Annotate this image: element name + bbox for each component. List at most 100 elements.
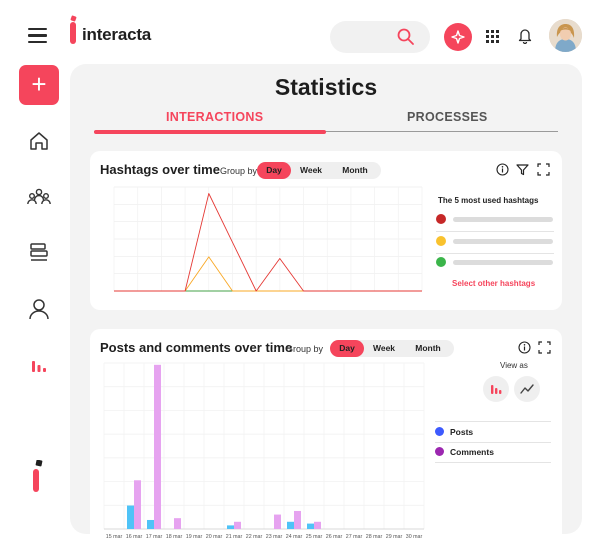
- x-tick-label: 24 mar: [286, 534, 303, 540]
- stats-icon[interactable]: [26, 352, 52, 378]
- separator: [435, 421, 551, 422]
- tab-active-indicator: [94, 129, 326, 134]
- x-tick-label: 29 mar: [386, 534, 403, 540]
- hashtags-line-chart: [113, 186, 423, 292]
- tab-interactions[interactable]: INTERACTIONS: [166, 110, 264, 124]
- view-line-button[interactable]: [514, 376, 540, 402]
- ai-sparkle-icon: [451, 30, 465, 44]
- bar: [127, 505, 134, 529]
- page-title: Statistics: [274, 74, 378, 100]
- bar: [234, 521, 241, 529]
- x-tick-label: 16 mar: [126, 534, 143, 540]
- card-title: Hashtags over time: [100, 162, 220, 177]
- x-tick-label: 26 mar: [326, 534, 343, 540]
- hashtag-legend-item[interactable]: [436, 236, 554, 246]
- bar: [174, 518, 181, 529]
- fullscreen-icon[interactable]: [537, 163, 550, 176]
- info-icon[interactable]: [518, 341, 531, 354]
- separator: [435, 462, 551, 463]
- group-week-button[interactable]: Week: [372, 343, 396, 353]
- bottom-logo-icon: [33, 460, 43, 492]
- group-by-label: Group by: [286, 344, 324, 354]
- x-tick-label: 25 mar: [306, 534, 323, 540]
- x-tick-label: 19 mar: [186, 534, 203, 540]
- add-button[interactable]: +: [19, 65, 59, 105]
- group-week-button[interactable]: Week: [299, 165, 323, 175]
- bar: [134, 480, 141, 529]
- x-tick-label: 30 mar: [406, 534, 423, 540]
- home-icon[interactable]: [26, 128, 52, 154]
- main-panel: Statistics INTERACTIONS PROCESSES Hashta…: [70, 64, 582, 544]
- legend-label: Posts: [450, 427, 474, 437]
- separator: [436, 253, 554, 254]
- separator: [435, 442, 551, 443]
- posts-comments-card: Posts and comments over time Group by Da…: [90, 329, 562, 544]
- bar-chart-icon: [491, 385, 502, 394]
- filter-icon[interactable]: [516, 163, 529, 176]
- x-tick-label: 23 mar: [266, 534, 283, 540]
- group-month-button[interactable]: Month: [415, 343, 441, 353]
- x-tick-label: 28 mar: [366, 534, 383, 540]
- bar: [147, 519, 154, 529]
- tab-divider: [94, 131, 558, 132]
- board-icon[interactable]: [26, 240, 52, 266]
- legend-comments[interactable]: Comments: [435, 447, 494, 457]
- x-tick-label: 15 mar: [106, 534, 123, 540]
- group-by-toggle: Day Week Month: [330, 340, 454, 357]
- hashtag-legend-item[interactable]: [436, 214, 554, 224]
- info-icon[interactable]: [496, 163, 509, 176]
- select-other-hashtags-link[interactable]: Select other hashtags: [452, 279, 536, 288]
- logo-mark: [70, 22, 76, 44]
- group-by-label: Group by: [220, 166, 258, 176]
- x-tick-label: 21 mar: [226, 534, 243, 540]
- top5-title: The 5 most used hashtags: [438, 196, 539, 205]
- logo-text: interacta: [82, 25, 152, 44]
- group-by-toggle: Day Week Month: [257, 162, 381, 179]
- hashtag-color-dot: [436, 214, 446, 224]
- search-bar[interactable]: [330, 21, 430, 53]
- posts-dot: [435, 427, 444, 436]
- top-bar: interacta: [0, 0, 602, 70]
- bell-icon[interactable]: [518, 27, 532, 44]
- bar: [227, 525, 234, 529]
- x-tick-label: 22 mar: [246, 534, 263, 540]
- legend-label: Comments: [450, 447, 494, 457]
- group-day-button[interactable]: Day: [330, 340, 364, 357]
- hashtag-placeholder: [453, 260, 553, 265]
- view-bar-button[interactable]: [483, 376, 509, 402]
- legend-posts[interactable]: Posts: [435, 427, 473, 437]
- line-series: [114, 193, 422, 292]
- bar: [154, 364, 161, 529]
- fullscreen-icon[interactable]: [538, 341, 551, 354]
- hashtag-color-dot: [436, 236, 446, 246]
- bar: [314, 521, 321, 529]
- hashtag-legend-item[interactable]: [436, 257, 554, 267]
- avatar[interactable]: [549, 19, 582, 52]
- hashtags-card: Hashtags over time Group by Day Week Mon…: [90, 151, 562, 310]
- ai-sparkle-button[interactable]: [444, 23, 472, 51]
- bar: [287, 521, 294, 529]
- group-month-button[interactable]: Month: [342, 165, 368, 175]
- search-icon[interactable]: [396, 27, 416, 47]
- posts-comments-bar-chart: 15 mar 16 mar 17 mar 18 mar 19 mar 20 mar 21 m…: [103, 362, 425, 540]
- x-tick-label: 18 mar: [166, 534, 183, 540]
- separator: [436, 231, 554, 232]
- view-as-label: View as: [500, 361, 528, 370]
- community-icon[interactable]: [26, 184, 52, 210]
- group-day-button[interactable]: Day: [257, 162, 291, 179]
- tabs: INTERACTIONS PROCESSES: [94, 110, 558, 136]
- user-icon[interactable]: [26, 296, 52, 322]
- hashtag-placeholder: [453, 217, 553, 222]
- hashtag-color-dot: [436, 257, 446, 267]
- line-chart-icon: [520, 384, 534, 394]
- card-title: Posts and comments over time: [100, 340, 293, 355]
- x-tick-label: 27 mar: [346, 534, 363, 540]
- hamburger-icon[interactable]: [28, 28, 47, 44]
- avatar-image: [549, 19, 582, 52]
- apps-grid-icon[interactable]: [486, 30, 499, 43]
- comments-dot: [435, 447, 444, 456]
- hashtag-placeholder: [453, 239, 553, 244]
- tab-processes[interactable]: PROCESSES: [407, 110, 488, 124]
- bar: [294, 510, 301, 529]
- logo[interactable]: interacta: [70, 22, 151, 44]
